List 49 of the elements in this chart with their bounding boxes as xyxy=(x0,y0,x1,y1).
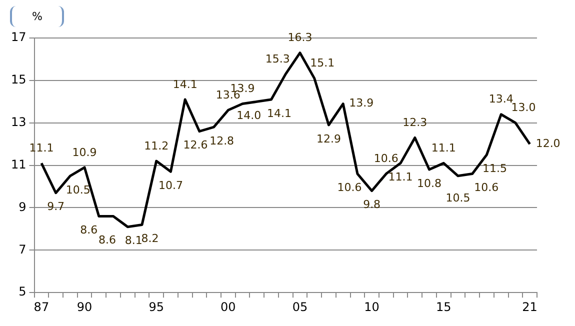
data-label: 10.5 xyxy=(66,183,90,196)
data-label: 13.4 xyxy=(488,92,514,106)
data-label: 8.6 xyxy=(98,234,116,247)
y-tick-label: 11 xyxy=(10,157,26,172)
data-label: 8.1 xyxy=(124,234,142,248)
data-label: 9.8 xyxy=(363,198,381,212)
data-label: 13.9 xyxy=(349,96,374,110)
y-tick-label: 7 xyxy=(18,242,26,256)
y-tick-label: 17 xyxy=(10,30,26,44)
data-label: 12.0 xyxy=(536,136,560,150)
data-label: 10.9 xyxy=(72,146,97,159)
x-tick-label: 87 xyxy=(34,300,50,314)
y-tick-label: 13 xyxy=(10,114,26,129)
x-tick-label: 05 xyxy=(292,300,308,314)
data-label: 9.7 xyxy=(47,200,65,214)
y-axis-title: % xyxy=(10,6,64,27)
data-label: 15.1 xyxy=(310,56,335,70)
data-label: 12.6 xyxy=(183,138,208,152)
data-label: 11.1 xyxy=(388,170,413,184)
data-label: 11.1 xyxy=(431,142,456,155)
data-label: 15.3 xyxy=(265,52,290,66)
data-label: 14.0 xyxy=(236,109,262,122)
x-tick-label: 15 xyxy=(436,300,452,314)
x-tick-label: 00 xyxy=(220,300,236,314)
data-label: 12.9 xyxy=(316,132,341,146)
x-tick-label: 10 xyxy=(364,300,380,314)
data-label: 12.8 xyxy=(210,134,234,148)
data-label: 8.6 xyxy=(80,224,98,237)
x-tick-label: 90 xyxy=(76,300,92,314)
data-label: 16.3 xyxy=(288,31,312,44)
x-tick-label: 21 xyxy=(522,300,538,314)
data-label: 11.5 xyxy=(482,162,507,176)
data-label: 14.1 xyxy=(172,78,198,91)
data-label: 10.7 xyxy=(158,179,183,192)
data-label: 10.5 xyxy=(446,191,470,204)
data-label: 10.6 xyxy=(337,181,362,194)
y-tick-label: 9 xyxy=(18,200,26,214)
data-label: 14.1 xyxy=(267,106,292,120)
data-label: 10.6 xyxy=(374,152,398,166)
data-label: 13.0 xyxy=(511,101,536,114)
data-label: 12.3 xyxy=(402,116,428,130)
x-tick-label: 95 xyxy=(148,300,164,314)
y-tick-label: 15 xyxy=(10,72,26,87)
y-tick-label: 5 xyxy=(18,284,26,299)
data-label: 10.8 xyxy=(417,176,442,190)
data-label: 11.2 xyxy=(144,139,169,152)
data-label: 10.6 xyxy=(474,181,499,194)
data-label: 11.1 xyxy=(29,142,54,155)
data-label: 8.2 xyxy=(141,232,159,246)
